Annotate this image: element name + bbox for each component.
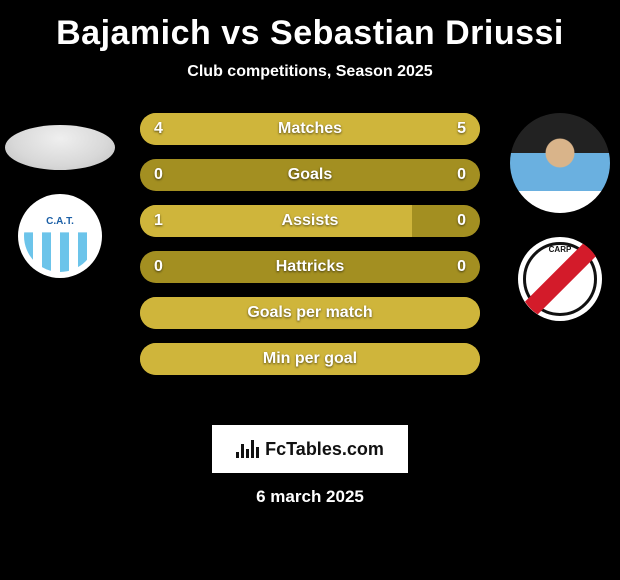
player2-name: Sebastian Driussi — [270, 14, 564, 52]
stat-label: Assists — [140, 205, 480, 237]
page-title: Bajamich vs Sebastian Driussi — [0, 14, 620, 53]
right-column: CARP — [500, 113, 620, 321]
player1-name: Bajamich — [56, 14, 211, 52]
stat-label: Hattricks — [140, 251, 480, 283]
stat-label: Min per goal — [140, 343, 480, 375]
player2-avatar — [510, 113, 610, 213]
subtitle: Club competitions, Season 2025 — [0, 63, 620, 81]
stat-bars: 45Matches 00Goals 10Assists 00Hattricks Goal… — [140, 113, 480, 375]
date-stamp: 6 march 2025 — [0, 487, 620, 507]
stat-row: 10Assists — [140, 205, 480, 237]
player1-avatar — [5, 125, 115, 170]
stat-row: 45Matches — [140, 113, 480, 145]
comparison-card: Bajamich vs Sebastian Driussi Club compe… — [0, 0, 620, 580]
stat-row: 00Goals — [140, 159, 480, 191]
vs-label: vs — [221, 14, 260, 52]
stat-row: Goals per match — [140, 297, 480, 329]
brand-text: FcTables.com — [265, 439, 384, 460]
stat-label: Goals — [140, 159, 480, 191]
brand-badge: FcTables.com — [212, 425, 408, 473]
content-area: CARP 45Matches 00Goals 10Assists 00Hattrick… — [0, 113, 620, 403]
stat-row: Min per goal — [140, 343, 480, 375]
player2-club-crest: CARP — [518, 237, 602, 321]
brand-icon — [236, 440, 259, 458]
stat-label: Goals per match — [140, 297, 480, 329]
stat-label: Matches — [140, 113, 480, 145]
stat-row: 00Hattricks — [140, 251, 480, 283]
player1-club-crest — [18, 194, 102, 278]
left-column — [0, 113, 120, 278]
